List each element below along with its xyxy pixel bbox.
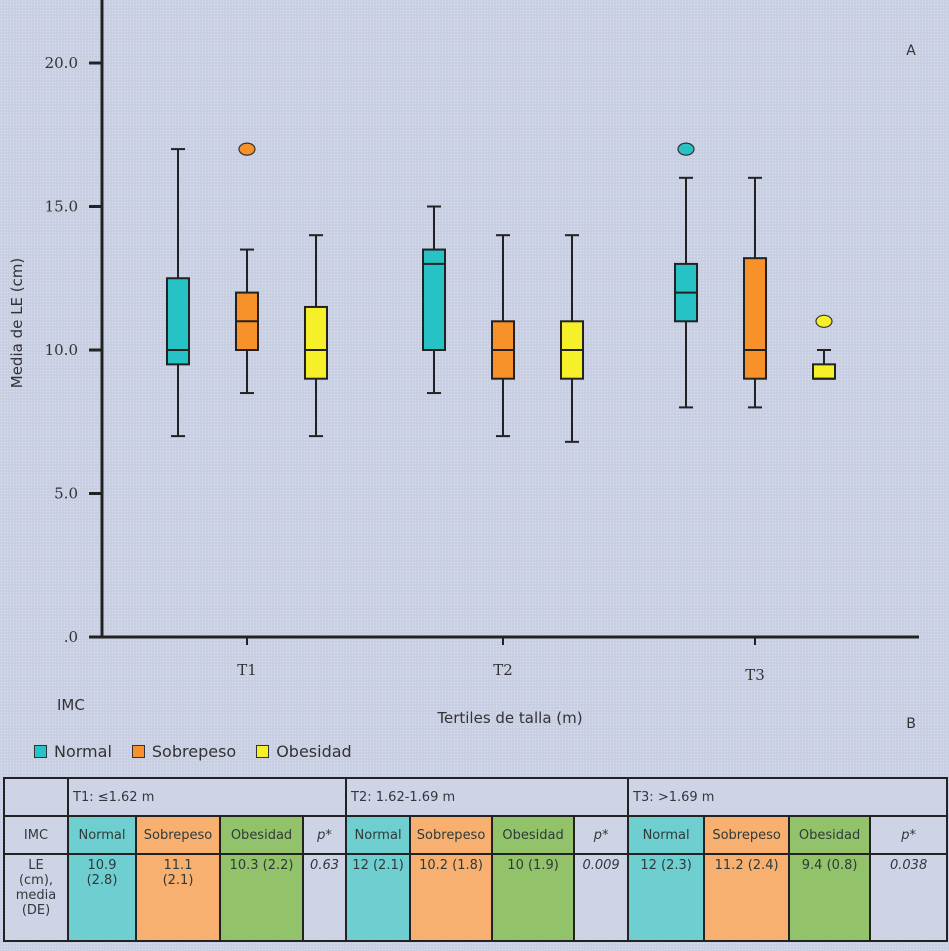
header-normal-t2: Normal bbox=[345, 815, 412, 855]
y-tick-label: 15.0 bbox=[45, 198, 78, 216]
row-label-le-line: (DE) bbox=[21, 903, 51, 918]
row-label-le: LE (cm), media (DE) bbox=[3, 853, 69, 942]
value-obesidad-t3: 9.4 (0.8) bbox=[788, 853, 872, 942]
y-ticks: .0 5.0 10.0 15.0 20.0 bbox=[45, 54, 102, 646]
legend-swatch-normal bbox=[34, 745, 47, 758]
value-line: (2.8) bbox=[86, 873, 118, 888]
iqr-box bbox=[743, 257, 767, 380]
legend-item-normal: Normal bbox=[34, 742, 112, 761]
table-row-terciles: T1: ≤1.62 m T2: 1.62-1.69 m T3: >1.69 m bbox=[3, 777, 949, 817]
y-tick-label: 20.0 bbox=[45, 54, 78, 72]
value-line: (2.1) bbox=[162, 873, 194, 888]
value-sobrepeso-t1: 11.1 (2.1) bbox=[135, 853, 221, 942]
outlier-point bbox=[815, 314, 833, 328]
value-p-t3: 0.038 bbox=[869, 853, 949, 942]
outlier-point bbox=[238, 142, 256, 156]
y-tick-label: .0 bbox=[64, 628, 78, 646]
x-ticks: T1 T2 T3 bbox=[237, 637, 765, 684]
tercile-header-t2: T2: 1.62-1.69 m bbox=[345, 777, 630, 817]
x-tick-label: T3 bbox=[745, 666, 765, 684]
box-sobrepeso-t3 bbox=[743, 176, 767, 409]
table-row-le: LE (cm), media (DE) 10.9 (2.8) 11.1 (2.1… bbox=[3, 853, 949, 942]
value-sobrepeso-t3: 11.2 (2.4) bbox=[703, 853, 791, 942]
tercile-header-t3: T3: >1.69 m bbox=[627, 777, 949, 817]
header-p-t3: p* bbox=[869, 815, 949, 855]
y-tick-label: 5.0 bbox=[54, 485, 78, 503]
header-normal-t1: Normal bbox=[67, 815, 137, 855]
iqr-box bbox=[812, 363, 836, 380]
iqr-box bbox=[422, 248, 446, 351]
x-tick-label: T2 bbox=[493, 661, 513, 679]
value-line: 11.1 bbox=[163, 858, 193, 873]
value-normal-t1: 10.9 (2.8) bbox=[67, 853, 137, 942]
table-row-imc: IMC Normal Sobrepeso Obesidad p* Normal … bbox=[3, 815, 949, 855]
summary-table: T1: ≤1.62 m T2: 1.62-1.69 m T3: >1.69 m … bbox=[3, 777, 949, 942]
box-obesidad-t3 bbox=[812, 314, 836, 380]
header-obesidad-t3: Obesidad bbox=[788, 815, 872, 855]
legend-item-obesidad: Obesidad bbox=[256, 742, 352, 761]
legend-label-obesidad: Obesidad bbox=[276, 742, 352, 761]
boxplot-chart: .0 5.0 10.0 15.0 20.0 T1 T2 T3 Media de LE (cm… bbox=[8, 0, 919, 732]
box-sobrepeso-t1 bbox=[235, 142, 259, 395]
value-line: 10.9 bbox=[87, 858, 117, 873]
legend-swatch-obesidad bbox=[256, 745, 270, 758]
box-sobrepeso-t2 bbox=[491, 234, 515, 438]
box-obesidad-t2 bbox=[560, 234, 584, 443]
outlier-point bbox=[677, 142, 695, 156]
panel-label-b: B bbox=[906, 716, 916, 732]
table-corner-cell bbox=[3, 777, 69, 817]
row-label-le-line: media bbox=[15, 888, 57, 903]
value-obesidad-t2: 10 (1.9) bbox=[491, 853, 576, 942]
header-sobrepeso-t2: Sobrepeso bbox=[409, 815, 494, 855]
legend-label-normal: Normal bbox=[54, 742, 112, 761]
header-p-t2: p* bbox=[573, 815, 630, 855]
legend-swatch-sobrepeso bbox=[131, 745, 145, 758]
legend: Normal Sobrepeso Obesidad bbox=[34, 742, 372, 761]
box-obesidad-t1 bbox=[304, 234, 328, 438]
value-normal-t2: 12 (2.1) bbox=[345, 853, 412, 942]
tercile-header-t1: T1: ≤1.62 m bbox=[66, 777, 348, 817]
header-normal-t3: Normal bbox=[627, 815, 706, 855]
row-label-le-line: LE bbox=[28, 858, 44, 873]
legend-label-sobrepeso: Sobrepeso bbox=[151, 742, 237, 761]
row-label-le-line: (cm), bbox=[18, 873, 54, 888]
y-axis-title: Media de LE (cm) bbox=[8, 258, 26, 389]
box-normal-t3 bbox=[674, 142, 698, 409]
header-obesidad-t1: Obesidad bbox=[219, 815, 304, 855]
row-label-imc: IMC bbox=[3, 815, 69, 855]
box-normal-t1 bbox=[166, 148, 190, 438]
boxes bbox=[166, 142, 836, 443]
value-p-t1: 0.63 bbox=[301, 853, 348, 942]
legend-item-sobrepeso: Sobrepeso bbox=[131, 742, 237, 761]
y-tick-label: 10.0 bbox=[45, 341, 78, 359]
x-tick-label: T1 bbox=[237, 661, 257, 679]
header-p-t1: p* bbox=[301, 815, 348, 855]
value-normal-t3: 12 (2.3) bbox=[627, 853, 706, 942]
x-axis-title: Tertiles de talla (m) bbox=[436, 709, 582, 727]
value-sobrepeso-t2: 10.2 (1.8) bbox=[409, 853, 494, 942]
header-obesidad-t2: Obesidad bbox=[491, 815, 576, 855]
value-obesidad-t1: 10.3 (2.2) bbox=[219, 853, 304, 942]
box-normal-t2 bbox=[422, 205, 446, 395]
legend-title: IMC bbox=[57, 696, 85, 714]
axes bbox=[90, 0, 919, 639]
iqr-box bbox=[304, 305, 328, 380]
value-p-t2: 0.009 bbox=[573, 853, 630, 942]
panel-label-a: A bbox=[906, 43, 916, 59]
iqr-box bbox=[166, 277, 190, 366]
header-sobrepeso-t1: Sobrepeso bbox=[135, 815, 221, 855]
header-sobrepeso-t3: Sobrepeso bbox=[703, 815, 791, 855]
